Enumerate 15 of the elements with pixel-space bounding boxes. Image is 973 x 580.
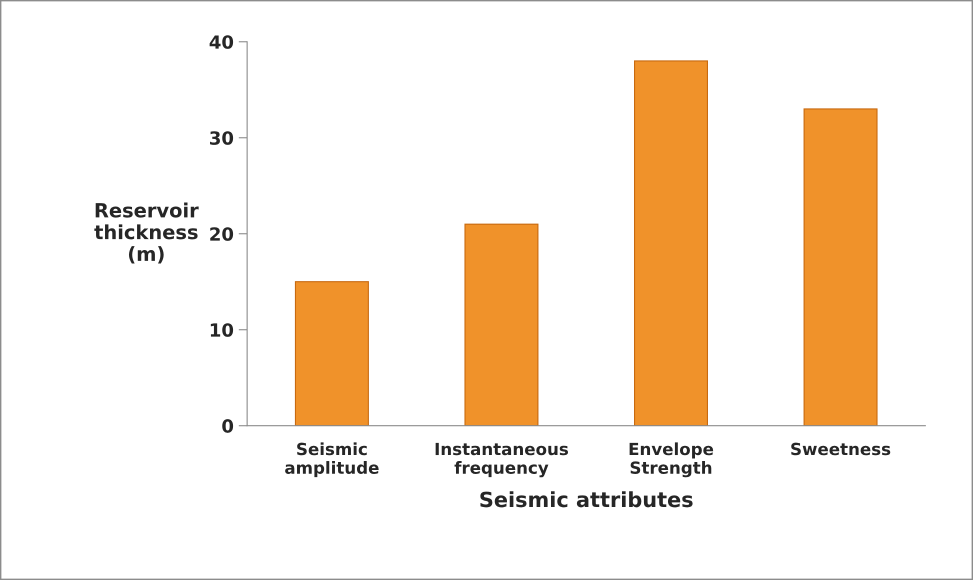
y-tick-label: 10 xyxy=(210,323,234,337)
y-tick-label: 30 xyxy=(210,131,234,145)
bar xyxy=(294,281,369,426)
bar xyxy=(804,108,878,426)
bar xyxy=(634,60,708,426)
x-axis-title: Seismic attributes xyxy=(480,491,693,508)
y-tick-label: 40 xyxy=(210,35,234,49)
x-tick-label: Envelope Strength xyxy=(630,442,714,478)
x-tick-label: Sweetness xyxy=(791,442,890,456)
y-tick-label: 20 xyxy=(210,227,234,241)
bar xyxy=(464,224,538,426)
y-tick-label: 0 xyxy=(222,419,234,433)
x-tick-label: Instantaneous frequency xyxy=(436,442,568,478)
x-tick-label: Seismic amplitude xyxy=(285,442,379,478)
y-axis-title: Reservoir thickness (m) xyxy=(94,202,199,264)
